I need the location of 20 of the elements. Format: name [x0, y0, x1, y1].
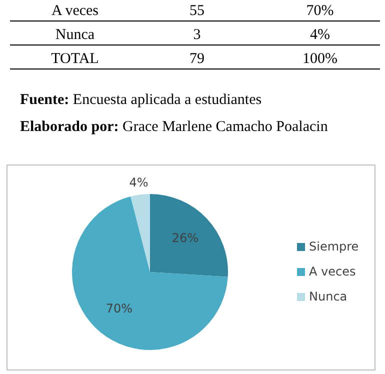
text: 4% [310, 27, 330, 43]
source-note: Fuente: Encuesta aplicada a estudiantes [20, 92, 262, 108]
data-label: 4% [129, 175, 148, 190]
text: Elaborado por: Grace Marlene Camacho Poalacin [20, 119, 328, 135]
legend-label: Nunca [309, 289, 348, 304]
text: 100% [302, 51, 338, 67]
pie-slice [130, 194, 150, 272]
text: A veces [51, 3, 99, 19]
pie-slice [150, 194, 228, 277]
data-label: 70% [106, 302, 133, 316]
pie-slice [72, 196, 228, 350]
data-label: 26% [172, 231, 199, 246]
legend-label: Siempre [309, 239, 359, 254]
text: 55 [190, 3, 204, 19]
text: Nunca [55, 27, 95, 43]
text: 79 [190, 51, 204, 67]
text: 3 [193, 27, 201, 43]
text: TOTAL [51, 51, 99, 67]
text: 70% [306, 3, 334, 19]
legend-label: A veces [309, 264, 356, 278]
